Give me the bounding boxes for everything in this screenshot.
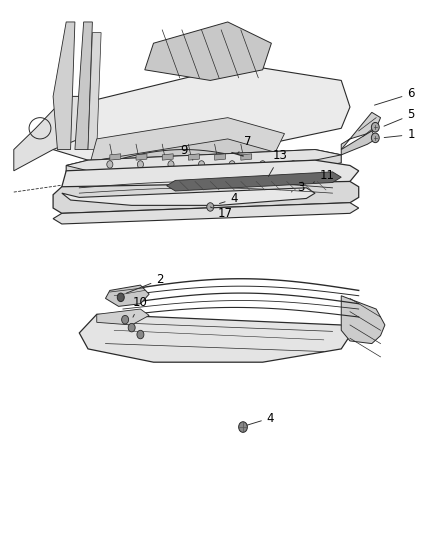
Polygon shape (79, 314, 350, 362)
Polygon shape (341, 131, 376, 155)
Polygon shape (14, 96, 97, 171)
Polygon shape (53, 22, 75, 150)
Circle shape (107, 161, 113, 168)
Text: 13: 13 (268, 149, 288, 176)
Polygon shape (53, 181, 359, 213)
Polygon shape (62, 188, 315, 205)
Polygon shape (341, 112, 381, 150)
Text: 2: 2 (127, 273, 164, 293)
Polygon shape (88, 139, 285, 203)
Polygon shape (341, 296, 385, 344)
Circle shape (122, 316, 129, 324)
Circle shape (290, 161, 296, 168)
Text: 4: 4 (247, 411, 274, 425)
Circle shape (128, 324, 135, 332)
Polygon shape (53, 64, 350, 171)
Polygon shape (97, 309, 149, 325)
Circle shape (260, 161, 266, 168)
Polygon shape (110, 154, 121, 160)
Polygon shape (136, 154, 147, 160)
Polygon shape (215, 154, 226, 160)
Circle shape (239, 422, 247, 432)
Polygon shape (166, 172, 341, 191)
Polygon shape (66, 150, 341, 179)
Circle shape (229, 161, 235, 168)
Polygon shape (145, 22, 272, 80)
Circle shape (168, 161, 174, 168)
Circle shape (371, 123, 379, 132)
Polygon shape (241, 154, 252, 160)
Text: 5: 5 (384, 109, 415, 126)
Polygon shape (53, 203, 359, 224)
Text: 3: 3 (291, 181, 305, 194)
Polygon shape (62, 160, 359, 197)
Circle shape (371, 133, 379, 143)
Text: 17: 17 (210, 207, 233, 220)
Polygon shape (162, 154, 173, 160)
Text: 9: 9 (180, 144, 193, 160)
Polygon shape (88, 33, 101, 150)
Circle shape (207, 203, 214, 211)
Polygon shape (106, 285, 149, 306)
Polygon shape (75, 22, 92, 150)
Text: 4: 4 (219, 192, 238, 206)
Circle shape (198, 161, 205, 168)
Circle shape (137, 330, 144, 339)
Text: 10: 10 (133, 296, 148, 317)
Circle shape (117, 293, 124, 302)
Polygon shape (188, 154, 199, 160)
Text: 7: 7 (237, 135, 251, 154)
Text: 1: 1 (384, 128, 415, 141)
Circle shape (138, 161, 144, 168)
Polygon shape (88, 118, 285, 181)
Polygon shape (66, 150, 341, 171)
Text: 6: 6 (374, 87, 415, 105)
Text: 11: 11 (313, 168, 335, 182)
